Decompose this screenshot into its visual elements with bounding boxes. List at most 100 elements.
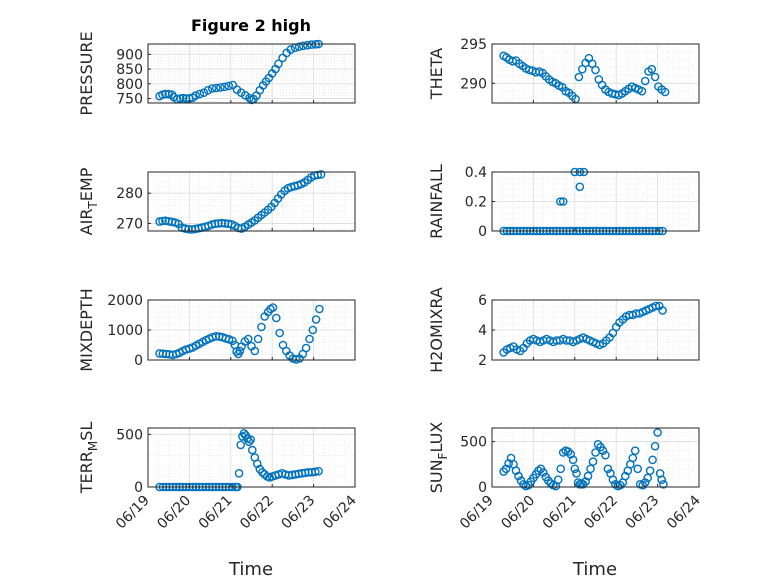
x-axis-label-left: Time — [228, 559, 273, 580]
data-point — [294, 42, 304, 52]
data-point — [167, 90, 177, 99]
y-tick-label: 290 — [460, 76, 487, 92]
data-point — [658, 306, 667, 315]
data-point — [311, 315, 321, 324]
data-point — [653, 428, 662, 437]
data-point — [257, 322, 266, 332]
data-point — [659, 479, 668, 489]
data-point — [588, 457, 598, 466]
plot-area — [148, 44, 355, 103]
y-tick-label: 850 — [116, 62, 143, 78]
data-point — [247, 445, 257, 455]
data-point — [308, 325, 318, 335]
y-tick-label: 0 — [134, 480, 143, 496]
data-point — [514, 471, 523, 481]
data-point — [316, 170, 326, 179]
data-point — [556, 464, 566, 474]
data-point — [253, 334, 263, 344]
data-point — [246, 435, 255, 444]
axes-box — [147, 427, 356, 488]
data-point — [583, 471, 593, 481]
y-axis-label: RAINFALL — [427, 164, 446, 239]
y-axis-label: THETA — [427, 48, 446, 100]
data-point — [608, 475, 618, 485]
data-point — [575, 182, 585, 192]
y-tick-label: 2000 — [107, 293, 143, 309]
y-axis-label: MIXDEPTH — [77, 288, 96, 371]
y-tick-label: 295 — [460, 37, 487, 53]
data-point — [286, 45, 296, 54]
data-point — [211, 83, 221, 93]
data-point — [310, 467, 320, 477]
data-point — [504, 459, 513, 468]
y-tick-label: 500 — [116, 427, 143, 443]
data-point — [568, 455, 578, 465]
data-point — [637, 86, 647, 96]
data-point — [278, 53, 287, 63]
data-point — [586, 464, 595, 474]
y-axis-label: H2OMIXRA — [427, 287, 446, 373]
data-point — [650, 72, 660, 82]
data-point — [195, 89, 205, 99]
y-axis-label: PRESSURE — [77, 31, 96, 115]
data-point — [244, 437, 254, 447]
y-tick-label: 900 — [116, 47, 143, 63]
data-point — [556, 197, 565, 206]
subplot-5: 0 1000 2000 MIXDEPTH — [77, 288, 356, 372]
data-point — [313, 170, 323, 180]
data-point — [252, 459, 262, 469]
data-point — [601, 450, 610, 460]
data-point — [298, 41, 308, 51]
y-axis-label: SUNFLUX — [427, 422, 450, 494]
data-point — [220, 82, 229, 92]
y-tick-label: 270 — [116, 216, 143, 232]
data-point — [650, 441, 660, 451]
data-point — [578, 479, 588, 489]
data-point — [640, 478, 650, 487]
data-point — [257, 467, 267, 477]
axes-box — [147, 43, 356, 104]
y-tick-label: 4 — [478, 323, 487, 339]
data-point — [591, 65, 600, 75]
y-tick-label: 2 — [478, 353, 487, 369]
data-point — [570, 464, 580, 474]
y-axis-label: TERRMSL — [77, 422, 100, 495]
data-point — [232, 347, 241, 356]
data-point — [645, 466, 655, 476]
y-tick-label: 0.2 — [465, 195, 487, 211]
data-point — [519, 479, 528, 489]
data-point — [657, 475, 667, 485]
x-axis-label-right-text: Time — [572, 559, 617, 580]
data-point — [243, 334, 253, 344]
data-point — [301, 343, 311, 353]
data-point — [314, 466, 323, 476]
subplot-6: 2 4 6 H2OMIXRA — [427, 287, 700, 373]
data-point — [191, 91, 200, 100]
data-point — [203, 86, 213, 95]
data-point — [566, 449, 576, 459]
y-tick-label: 0 — [478, 480, 487, 496]
data-point — [630, 446, 640, 456]
data-point — [539, 468, 548, 477]
data-point — [581, 477, 590, 486]
data-point — [640, 76, 650, 86]
data-point — [224, 81, 233, 91]
data-point — [315, 304, 324, 314]
data-point — [598, 446, 608, 456]
y-tick-label: 6 — [478, 293, 487, 309]
data-point — [250, 346, 260, 356]
data-point — [534, 466, 543, 476]
data-point — [558, 197, 568, 206]
data-point — [274, 59, 283, 69]
data-point — [553, 475, 563, 485]
axes-box — [147, 171, 356, 232]
axes-box — [491, 427, 700, 488]
data-point — [275, 328, 285, 338]
y-tick-label: 1000 — [107, 323, 143, 339]
data-point — [572, 469, 581, 478]
x-axis-label-left-text: Time — [228, 559, 273, 580]
data-point — [643, 473, 653, 483]
subplot-4: 0 0.2 0.4 RAINFALL — [427, 164, 700, 240]
data-point — [235, 346, 245, 356]
